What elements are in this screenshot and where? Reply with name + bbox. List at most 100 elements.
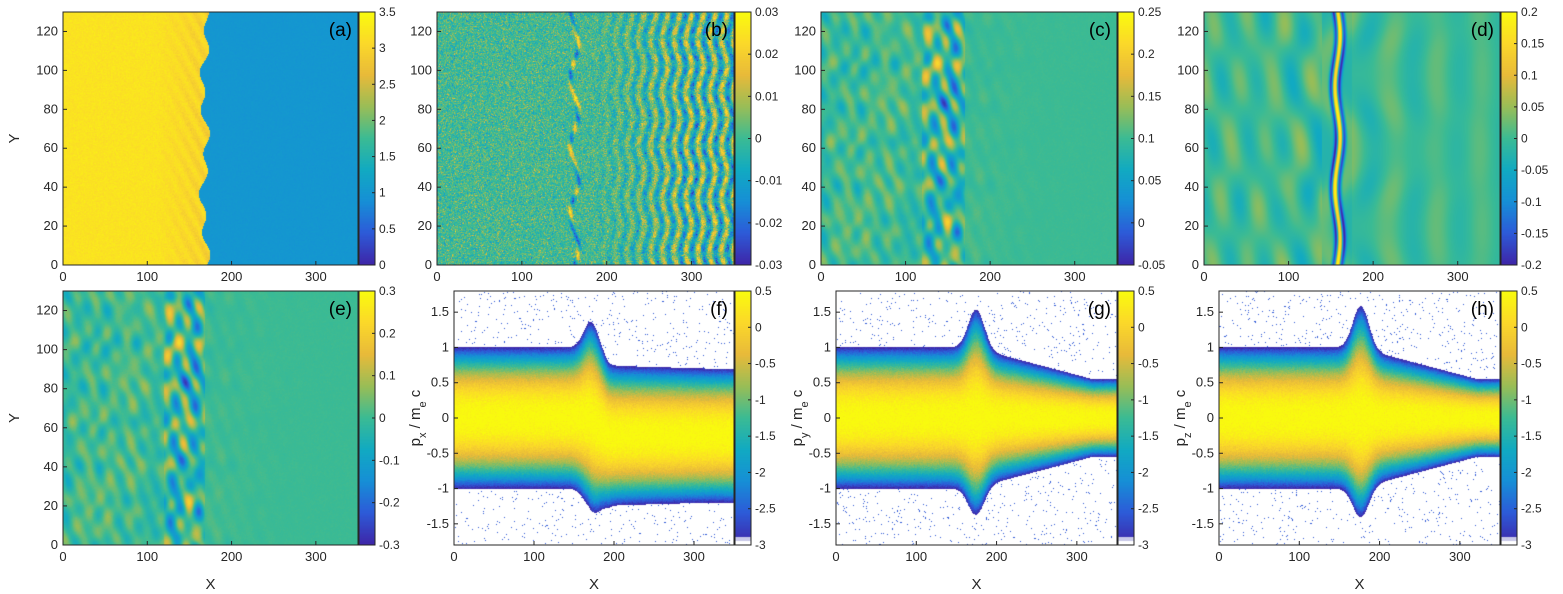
y-tick-label: 0 xyxy=(442,410,449,425)
y-tick-label: 100 xyxy=(794,62,816,77)
colorbar-tick-label: -2.5 xyxy=(755,502,776,516)
colorbar-tick-label: -1.5 xyxy=(1138,429,1159,443)
x-axis-label: X xyxy=(205,576,215,593)
y-tick-label: 1 xyxy=(442,339,449,354)
subplot-b: 0 100 200 300 0 20 40 60 80 100 120 -0.03 -0.02 -0.01… xyxy=(410,5,782,284)
y-tick-label: 40 xyxy=(44,179,58,194)
x-tick-label: 300 xyxy=(305,549,327,564)
colorbar xyxy=(1118,12,1134,265)
x-tick-label: 0 xyxy=(1215,549,1222,564)
colorbar-tick-label: -1.5 xyxy=(1521,429,1542,443)
y-tick-label: 0.5 xyxy=(813,375,831,390)
colorbar xyxy=(1118,291,1134,545)
x-tick-label: 100 xyxy=(905,549,927,564)
y-tick-label: 100 xyxy=(410,62,432,77)
subplot-a: 0 100 200 300 0 20 40 60 80 100 120 0 0.5 1 1.5 2 2.5 3 3.… xyxy=(6,5,396,284)
colorbar-tick-label: -0.2 xyxy=(379,496,400,510)
colorbar-tick-label: 0 xyxy=(1138,320,1145,334)
subplot-c: 0 100 200 300 0 20 40 60 80 100 120 -0.05 0 0.05 0.1 0.… xyxy=(794,5,1165,284)
x-tick-label: 200 xyxy=(596,269,618,284)
x-tick-label: 0 xyxy=(1200,269,1207,284)
colorbar-tick-label: -0.5 xyxy=(1138,357,1159,371)
y-tick-label: 80 xyxy=(802,101,816,116)
panel-label: (g) xyxy=(1088,299,1111,320)
colorbar-tick-label: 0 xyxy=(755,320,762,334)
y-tick-label: 0 xyxy=(1207,410,1214,425)
panel-label: (d) xyxy=(1471,20,1494,41)
colorbar-tick-label: 1 xyxy=(379,186,386,200)
y-axis-label: py / me c xyxy=(789,389,811,446)
colorbar-tick-label: -0.2 xyxy=(1521,258,1542,272)
y-tick-label: 80 xyxy=(44,381,58,396)
panel-label: (h) xyxy=(1471,299,1494,320)
y-tick-label: 60 xyxy=(418,140,432,155)
colorbar-tick-label: -0.3 xyxy=(379,538,400,552)
colorbar-tick-label: 3 xyxy=(379,41,386,55)
colorbar-tick-label: -1 xyxy=(1521,393,1532,407)
y-tick-label: -1 xyxy=(437,481,449,496)
colorbar-tick-label: -2 xyxy=(755,465,766,479)
y-tick-label: 60 xyxy=(44,420,58,435)
colorbar-tick-label: -2.5 xyxy=(1521,502,1542,516)
y-tick-label: 0.5 xyxy=(1196,375,1214,390)
y-axis-label: pz / me c xyxy=(1172,389,1194,446)
y-tick-label: 60 xyxy=(1185,140,1199,155)
y-tick-label: 0.5 xyxy=(431,375,449,390)
x-tick-label: 100 xyxy=(136,549,158,564)
y-tick-label: 20 xyxy=(418,218,432,233)
subplot-h: 0 100 200 300 -1.5 -1 -0.5 0 0.5 1 1.5 -3 -2.5 -2 -1.5… xyxy=(1172,284,1542,593)
x-tick-label: 100 xyxy=(1288,549,1310,564)
axes-frame xyxy=(820,11,1118,266)
y-tick-label: 20 xyxy=(44,498,58,513)
x-tick-label: 100 xyxy=(895,269,917,284)
x-tick-label: 200 xyxy=(986,549,1008,564)
x-tick-label: 300 xyxy=(1066,549,1088,564)
y-tick-label: 40 xyxy=(44,459,58,474)
colorbar-tick-label: 0.02 xyxy=(755,47,779,61)
y-tick-label: 60 xyxy=(802,140,816,155)
x-tick-label: 300 xyxy=(681,269,703,284)
panel-label: (a) xyxy=(329,20,352,41)
y-tick-label: 100 xyxy=(36,62,58,77)
colorbar-tick-label: 0.5 xyxy=(755,284,772,298)
y-tick-label: 1 xyxy=(1207,339,1214,354)
y-tick-label: 1.5 xyxy=(813,304,831,319)
colorbar-tick-label: 0 xyxy=(379,258,386,272)
colorbar-tick-label: -0.01 xyxy=(755,174,783,188)
x-tick-label: 0 xyxy=(433,269,440,284)
panel-label: (c) xyxy=(1089,20,1111,41)
plot-area-a xyxy=(63,12,358,265)
y-tick-label: 80 xyxy=(44,101,58,116)
axes-frame xyxy=(1203,11,1501,266)
colorbar-frame xyxy=(734,290,752,546)
x-tick-label: 100 xyxy=(1278,269,1300,284)
colorbar-tick-label: 0 xyxy=(1138,216,1145,230)
colorbar-frame xyxy=(1500,290,1518,546)
colorbar-tick-label: -2 xyxy=(1521,465,1532,479)
x-tick-label: 100 xyxy=(511,269,533,284)
colorbar-tick-label: -3 xyxy=(755,538,766,552)
plot-area-g xyxy=(836,291,1117,545)
colorbar-tick-label: 2 xyxy=(379,113,386,127)
y-tick-label: 40 xyxy=(418,179,432,194)
y-tick-label: 1.5 xyxy=(1196,304,1214,319)
y-tick-label: 80 xyxy=(418,101,432,116)
colorbar-tick-label: 0.15 xyxy=(1138,89,1162,103)
colorbar-tick-label: 0.2 xyxy=(379,326,396,340)
y-tick-label: -1.5 xyxy=(427,516,449,531)
y-tick-label: 80 xyxy=(1185,101,1199,116)
x-tick-label: 100 xyxy=(523,549,545,564)
colorbar-tick-label: 0.05 xyxy=(1521,100,1545,114)
y-tick-label: 0 xyxy=(51,537,58,552)
y-tick-label: 0 xyxy=(425,257,432,272)
y-tick-label: 20 xyxy=(802,218,816,233)
x-tick-label: 300 xyxy=(1064,269,1086,284)
plot-area-d xyxy=(1204,12,1500,265)
colorbar xyxy=(1501,12,1517,265)
colorbar-tick-label: 0.15 xyxy=(1521,37,1545,51)
colorbar-tick-label: 0 xyxy=(379,411,386,425)
y-axis-label: px / me c xyxy=(407,389,429,446)
x-tick-label: 300 xyxy=(1449,549,1471,564)
x-tick-label: 200 xyxy=(221,549,243,564)
